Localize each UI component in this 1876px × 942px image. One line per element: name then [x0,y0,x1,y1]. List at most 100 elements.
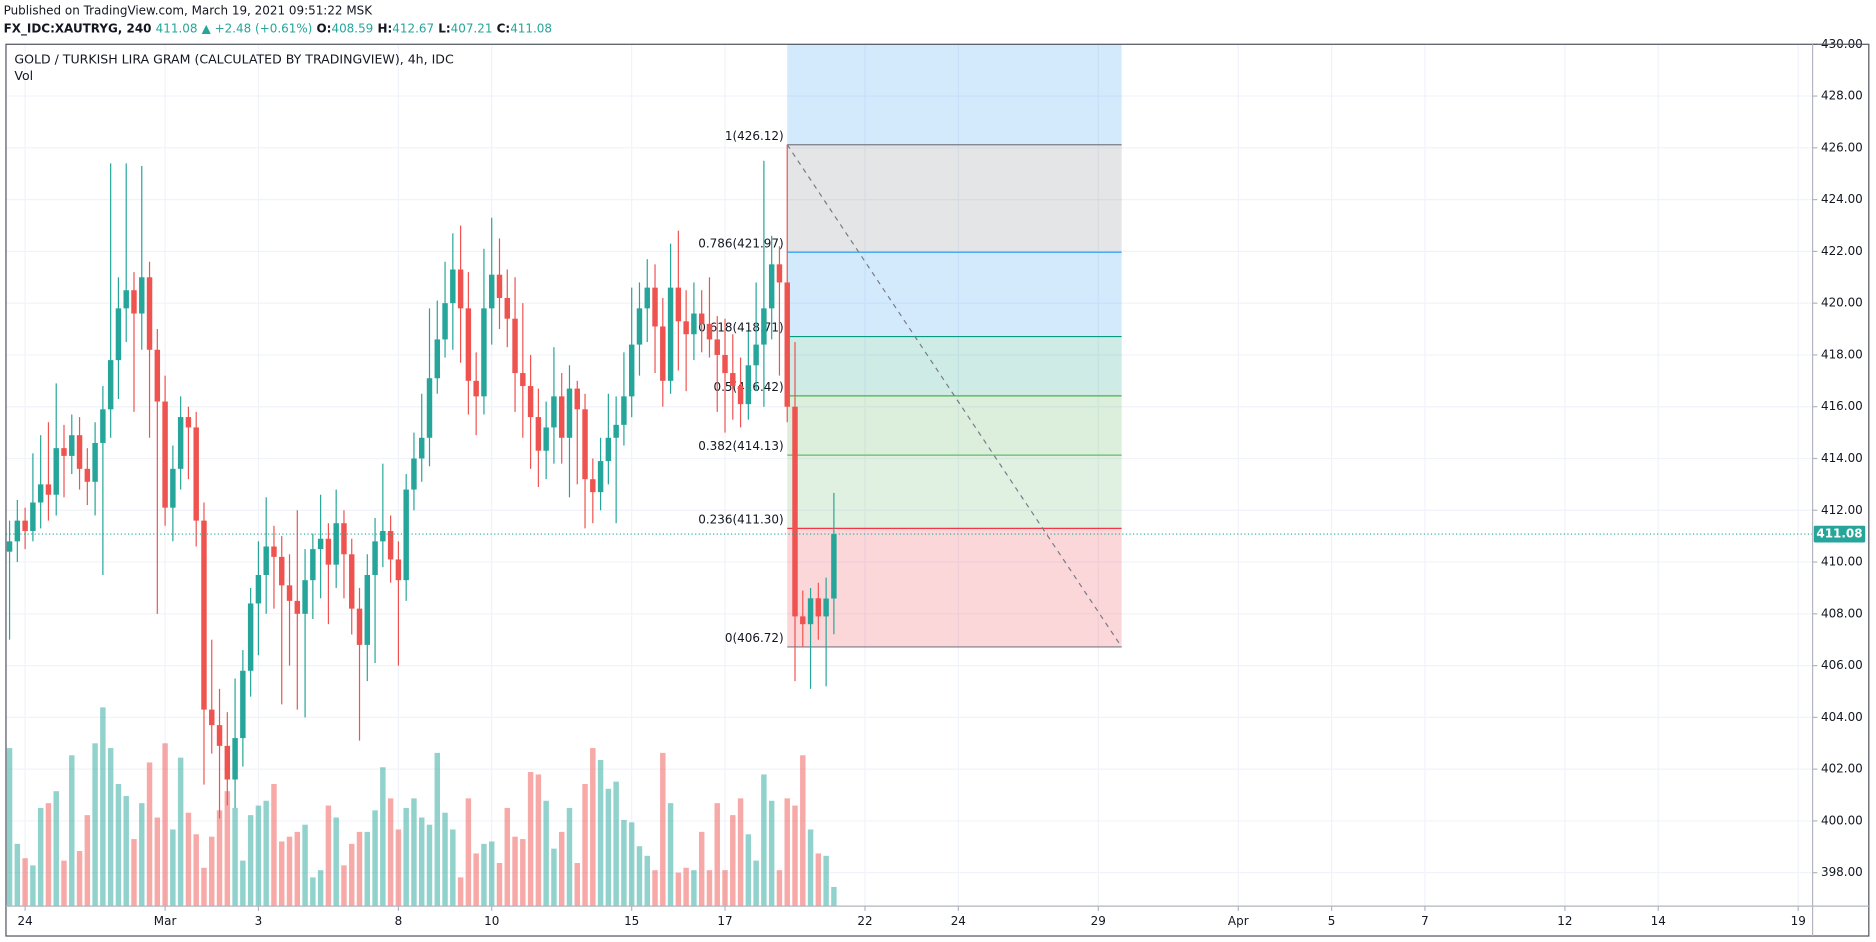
volume-bar [115,784,122,907]
volume-bar [364,831,371,907]
fib-band [787,395,1122,456]
candle-body [457,269,464,309]
candle-body [115,308,122,361]
candle-body [691,313,697,335]
volume-bar [100,707,106,907]
candle-body [185,417,192,428]
candle-body [683,321,689,335]
candle-body [100,409,106,443]
candle-body [768,264,775,309]
candle-body [30,502,36,531]
volume-bar [139,803,145,907]
volume-bar [356,831,363,907]
candle-body [294,600,301,614]
volume-bar [551,848,557,907]
candle-body [465,308,472,381]
candle-body [442,303,448,340]
volume-bar [722,870,728,907]
chart-frame [5,43,1870,937]
volume-bar [823,855,829,907]
candle-body [177,417,184,469]
candle-body [263,546,269,575]
x-tick-label: Apr [1228,914,1249,928]
y-tick-label: 410.00 [1821,555,1863,569]
candle-body [667,287,674,381]
volume-bar [177,757,184,907]
fib-band [787,528,1122,647]
volume-bar [341,865,347,907]
candle-body [566,388,573,438]
candle-body [193,427,199,521]
volume-bar [387,798,394,907]
volume-bar [247,815,254,907]
volume-bar [395,829,402,907]
volume-bar [131,839,137,907]
symbol: FX_IDC:XAUTRYG, 240 [4,21,152,36]
y-tick-label: 404.00 [1821,710,1863,724]
volume-bar [776,870,783,907]
volume-bar [201,867,207,907]
candle-body [216,725,223,746]
x-tick-label: 5 [1328,914,1336,928]
candle-body [372,541,378,575]
candle-body [823,598,829,617]
volume-bar [224,791,231,907]
candle-body [496,274,503,298]
y-tick-label: 420.00 [1821,296,1863,310]
candle-body [76,435,83,469]
volume-bar [660,752,666,907]
change: ▲ +2.48 (+0.61%) [202,21,313,35]
candle-body [558,396,565,438]
volume-bar [792,805,798,907]
candle-body [45,484,52,495]
volume-bar [76,851,83,907]
ohlc-value: 412.67 [392,21,434,35]
volume-bar [590,748,596,907]
volume-bar [146,762,153,907]
volume-bar [61,860,67,907]
fib-label: 0.236(411.30) [698,513,783,527]
x-tick-label: 14 [1651,914,1666,928]
volume-bar [652,870,658,907]
y-tick-label: 428.00 [1821,89,1863,103]
volume-bar [831,886,837,907]
y-tick-label: 402.00 [1821,762,1863,776]
candle-body [737,386,744,405]
candle-body [714,339,720,355]
x-tick-label: Mar [154,914,177,928]
volume-bar [582,784,588,907]
candle-body [419,437,425,459]
candle-body [730,373,736,387]
candle-body [107,360,114,410]
candle-body [450,269,456,304]
volume-bar [512,836,518,907]
volume-bar [566,807,573,907]
ohlc-key: O: [317,21,332,35]
price: 411.08 [156,21,198,35]
y-tick-label: 398.00 [1821,865,1863,879]
volume-bar [465,798,472,907]
candle-body [527,386,534,418]
ohlc-key: C: [497,21,511,35]
fib-label: 0(406.72) [725,631,784,645]
x-tick-label: 24 [18,914,33,928]
candle-body [582,409,588,480]
x-tick-label: 12 [1557,914,1572,928]
candle-body [84,468,91,482]
candle-body [512,318,518,374]
y-tick-label: 406.00 [1821,658,1863,672]
volume-bar [14,843,21,907]
candle-body [170,468,176,508]
candle-body [37,484,44,503]
y-tick-label: 426.00 [1821,140,1863,154]
volume-bar [193,834,199,907]
last-price-label: 411.08 [1816,527,1862,541]
ohlc-value: 411.08 [510,21,552,35]
candle-body [621,396,627,425]
candle-body [240,670,246,739]
candle-body [395,559,402,581]
volume-bar [675,872,682,907]
volume-bar [333,817,339,907]
candle-body [14,520,21,542]
